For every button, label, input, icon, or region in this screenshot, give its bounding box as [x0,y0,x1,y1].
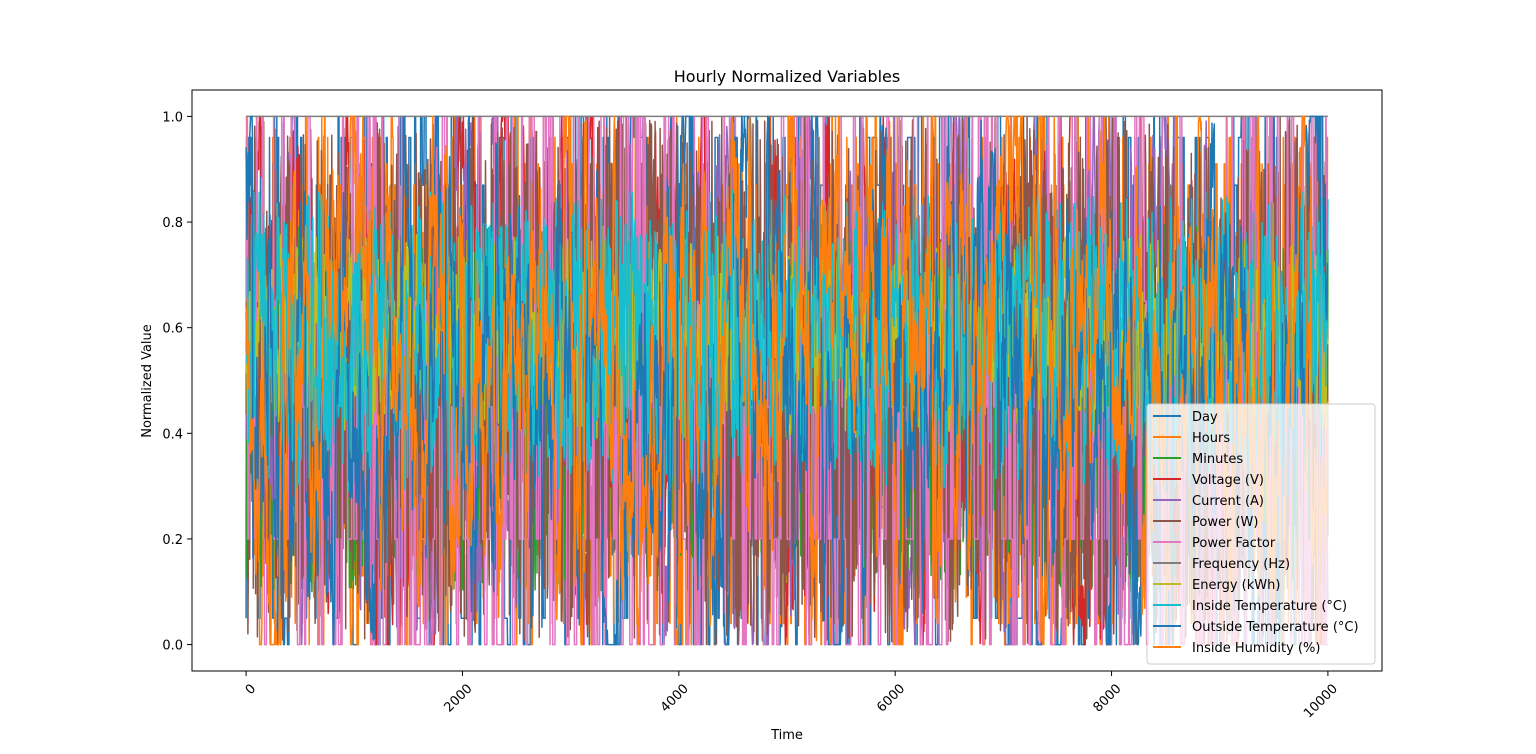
x-axis-title: Time [770,728,803,743]
y-tick-label: 0.0 [162,639,183,654]
y-tick-label: 1.0 [162,110,183,125]
legend-label: Outside Temperature (°C) [1192,620,1359,635]
y-tick-label: 0.6 [162,322,183,337]
legend-label: Hours [1192,431,1230,446]
y-axis-title: Normalized Value [140,324,155,438]
y-tick-label: 0.4 [162,427,183,442]
y-tick-label: 0.8 [162,216,183,231]
plot-frame [191,89,1383,672]
legend-label: Voltage (V) [1192,473,1264,488]
chart-title: Hourly Normalized Variables [674,67,900,86]
legend-label: Day [1192,410,1218,425]
legend-label: Inside Humidity (%) [1192,641,1320,656]
legend: Day Hours Minutes Voltage (V) Current (A) Pow… [1146,403,1376,665]
series-line-10 [245,115,1329,646]
legend-label: Power (W) [1192,515,1258,530]
legend-label: Minutes [1192,452,1243,467]
y-tick-label: 0.2 [162,533,183,548]
legend-label: Frequency (Hz) [1192,557,1290,572]
legend-label: Inside Temperature (°C) [1192,599,1347,614]
legend-label: Power Factor [1192,536,1276,551]
legend-label: Energy (kWh) [1192,578,1280,593]
legend-box [1146,403,1376,665]
legend-label: Current (A) [1192,494,1264,509]
y-axis: 0.0 0.2 0.4 0.6 0.8 1.0 [162,110,192,654]
